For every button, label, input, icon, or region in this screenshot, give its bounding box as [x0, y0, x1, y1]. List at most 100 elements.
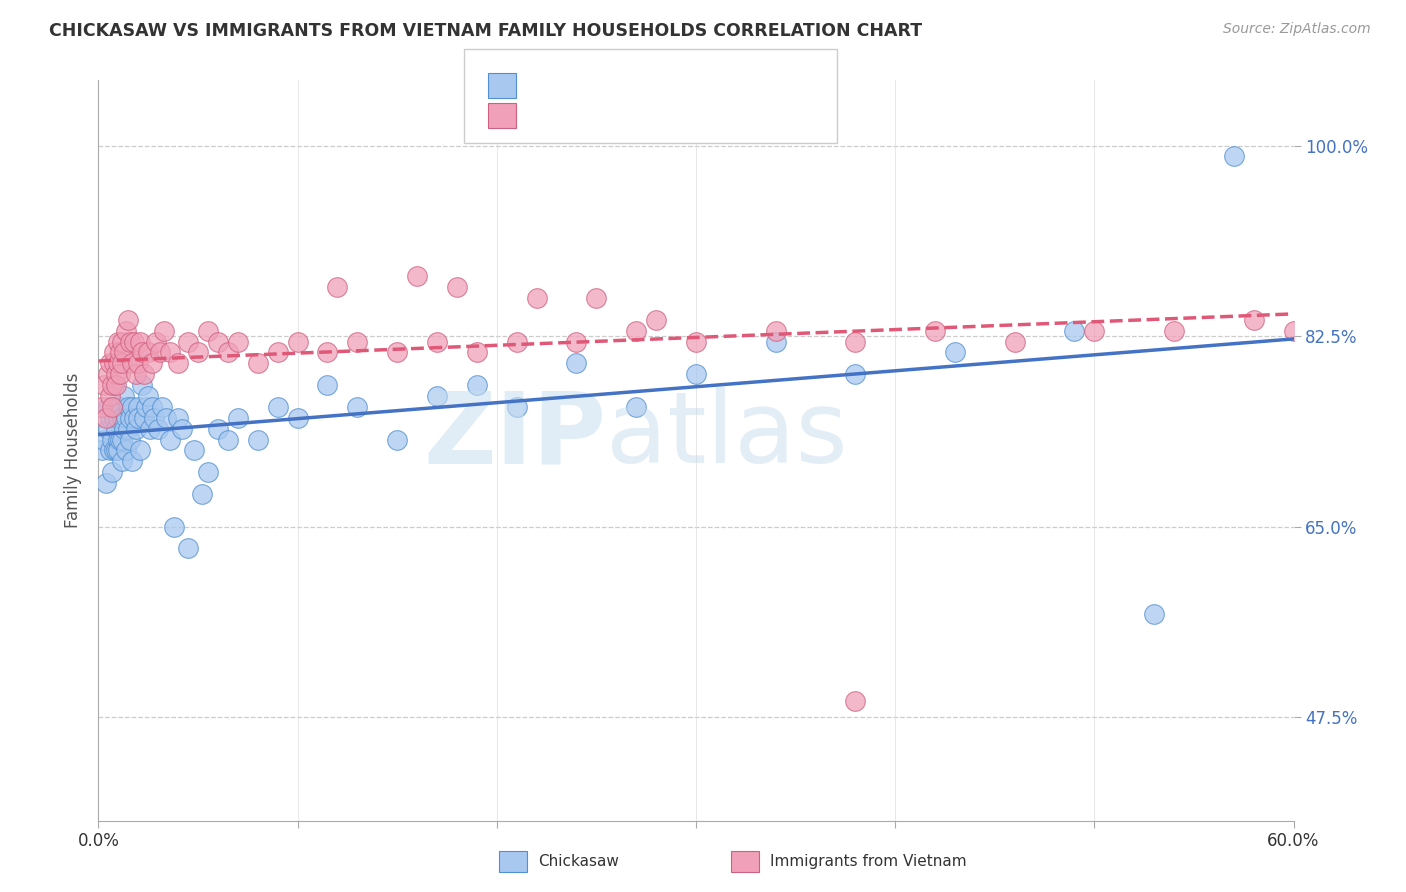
Point — [150, 400, 173, 414]
Text: atlas: atlas — [606, 387, 848, 484]
Point — [105, 443, 128, 458]
Point — [1282, 324, 1305, 338]
Point — [217, 345, 239, 359]
Point — [112, 345, 135, 359]
Point — [155, 410, 177, 425]
Point — [226, 334, 249, 349]
Text: N =: N = — [636, 106, 688, 124]
Point — [207, 334, 229, 349]
Point — [287, 410, 309, 425]
Point — [426, 389, 449, 403]
Point — [197, 465, 219, 479]
Point — [159, 433, 181, 447]
Point — [103, 443, 125, 458]
Point — [107, 400, 129, 414]
Point — [131, 378, 153, 392]
Point — [943, 345, 966, 359]
Point — [1143, 607, 1166, 621]
Point — [506, 400, 529, 414]
Point — [172, 422, 194, 436]
Point — [111, 410, 134, 425]
Text: R =: R = — [530, 106, 569, 124]
Text: 0.178: 0.178 — [572, 106, 623, 124]
Point — [765, 334, 787, 349]
Point — [565, 356, 588, 370]
Point — [135, 400, 157, 414]
Point — [115, 443, 138, 458]
Point — [127, 356, 149, 370]
Point — [111, 356, 134, 370]
Point — [506, 334, 529, 349]
Point — [385, 345, 409, 359]
Point — [91, 400, 114, 414]
Point — [1223, 149, 1246, 163]
Point — [246, 356, 269, 370]
Point — [131, 345, 153, 359]
Point — [111, 454, 134, 468]
Point — [136, 345, 159, 359]
Point — [159, 345, 181, 359]
Point — [626, 400, 648, 414]
Point — [191, 487, 214, 501]
Point — [685, 368, 707, 382]
Point — [167, 356, 190, 370]
Point — [125, 368, 148, 382]
Text: N =: N = — [636, 77, 688, 95]
Point — [117, 422, 139, 436]
Point — [103, 345, 125, 359]
Point — [183, 443, 205, 458]
Point — [129, 443, 152, 458]
Point — [110, 400, 132, 414]
Point — [426, 334, 449, 349]
Point — [101, 433, 124, 447]
Point — [685, 334, 707, 349]
Point — [97, 368, 120, 382]
Point — [117, 400, 139, 414]
Point — [267, 345, 290, 359]
Point — [844, 368, 866, 382]
Point — [121, 400, 143, 414]
Point — [385, 433, 409, 447]
Point — [226, 410, 249, 425]
Point — [98, 443, 122, 458]
Point — [139, 422, 162, 436]
Point — [93, 433, 115, 447]
Point — [117, 313, 139, 327]
Point — [96, 476, 118, 491]
Point — [465, 345, 488, 359]
Text: 0.210: 0.210 — [572, 77, 623, 95]
Text: Immigrants from Vietnam: Immigrants from Vietnam — [770, 855, 967, 869]
Point — [98, 410, 122, 425]
Point — [107, 334, 129, 349]
Point — [316, 378, 339, 392]
Point — [107, 433, 129, 447]
Point — [217, 433, 239, 447]
Point — [134, 410, 156, 425]
Point — [103, 356, 125, 370]
Point — [465, 378, 488, 392]
Point — [107, 356, 129, 370]
Point — [105, 378, 128, 392]
Point — [120, 433, 142, 447]
Point — [101, 400, 124, 414]
Point — [97, 400, 120, 414]
Point — [105, 368, 128, 382]
Point — [287, 334, 309, 349]
Point — [96, 410, 118, 425]
Point — [105, 400, 128, 414]
Point — [121, 454, 143, 468]
Point — [129, 334, 152, 349]
Point — [177, 541, 200, 556]
Point — [120, 410, 142, 425]
Point — [765, 324, 787, 338]
Point — [115, 410, 138, 425]
Point — [1083, 324, 1105, 338]
Point — [526, 291, 548, 305]
Point — [124, 334, 146, 349]
Point — [107, 410, 129, 425]
Point — [127, 400, 149, 414]
Point — [124, 410, 146, 425]
Point — [136, 389, 159, 403]
Point — [93, 378, 115, 392]
Point — [197, 324, 219, 338]
